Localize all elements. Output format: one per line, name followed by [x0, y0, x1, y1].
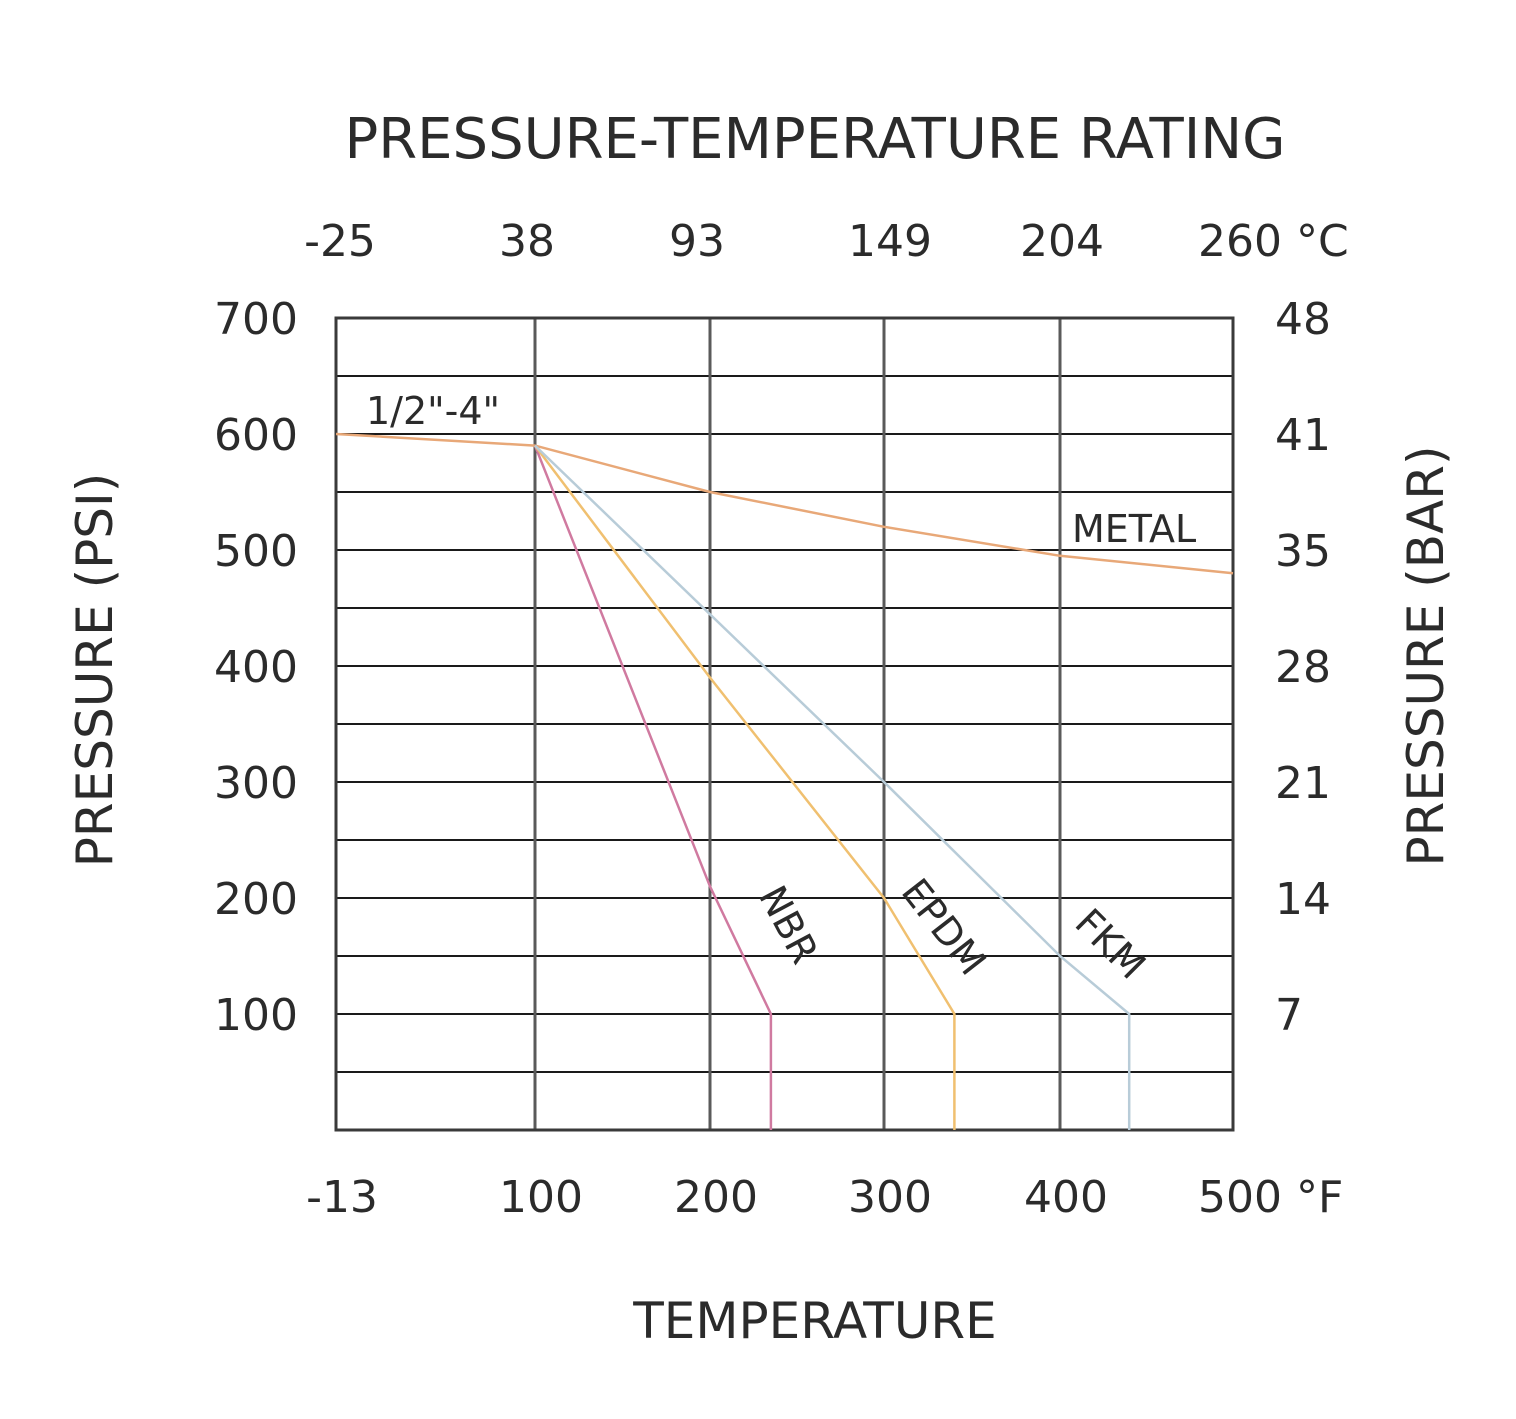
y-tick-label-left: 400	[214, 642, 298, 693]
x-unit-bottom: °F	[1296, 1172, 1343, 1223]
y-tick-label-right: 28	[1275, 642, 1331, 693]
x-ticks-top: -25 38 93 149 204 260	[304, 216, 1282, 267]
x-tick-label-bottom: 300	[848, 1172, 932, 1223]
y-tick-label-right: 7	[1275, 990, 1303, 1041]
y-tick-label-left: 600	[214, 410, 298, 461]
series-layer	[335, 432, 1234, 1130]
x-tick-label-bottom: 100	[499, 1172, 583, 1223]
x-tick-label-bottom: -13	[306, 1172, 378, 1223]
x-tick-label-bottom: 200	[674, 1172, 758, 1223]
x-ticks-bottom: -13 100 200 300 400 500	[306, 1172, 1282, 1223]
y-ticks-right: 7 14 21 28 35 41 48	[1275, 294, 1331, 1041]
series-label-fkm: FKM	[1067, 900, 1154, 987]
series-label-metal: METAL	[1072, 507, 1196, 551]
x-tick-label-top: 260	[1198, 216, 1282, 267]
series-line-fkm	[534, 444, 1131, 1130]
series-label-epdm: EPDM	[893, 870, 995, 983]
size-range-annotation: 1/2"-4"	[366, 389, 500, 433]
y-tick-label-right: 21	[1275, 758, 1331, 809]
y-tick-label-right: 14	[1275, 874, 1331, 925]
plot-frame	[334, 316, 1235, 1132]
x-tick-label-top: 93	[669, 216, 725, 267]
x-tick-label-top: 38	[499, 216, 555, 267]
x-tick-label-top: 149	[848, 216, 932, 267]
x-axis-title: TEMPERATURE	[632, 1292, 997, 1350]
y-tick-label-right: 41	[1275, 410, 1331, 461]
x-tick-label-top: -25	[304, 216, 376, 267]
x-tick-label-bottom: 400	[1024, 1172, 1108, 1223]
y-tick-label-left: 100	[214, 990, 298, 1041]
x-unit-top: °C	[1296, 216, 1349, 267]
chart-title: PRESSURE-TEMPERATURE RATING	[344, 107, 1285, 172]
y-tick-label-left: 700	[214, 294, 298, 345]
y-ticks-left: 100 200 300 400 500 600 700	[214, 294, 298, 1041]
y-tick-label-left: 200	[214, 874, 298, 925]
series-line-metal	[335, 432, 1234, 575]
y-tick-label-left: 300	[214, 758, 298, 809]
y-axis-title-left: PRESSURE (PSI)	[66, 473, 124, 867]
series-line-epdm	[534, 444, 956, 1130]
y-tick-label-right: 35	[1275, 526, 1331, 577]
y-tick-label-left: 500	[214, 526, 298, 577]
series-line-nbr	[533, 445, 773, 1130]
x-tick-label-bottom: 500	[1198, 1172, 1282, 1223]
y-axis-title-right: PRESSURE (BAR)	[1397, 445, 1455, 866]
y-tick-label-right: 48	[1275, 294, 1331, 345]
plot-grid	[336, 318, 1233, 1130]
x-tick-label-top: 204	[1020, 216, 1104, 267]
